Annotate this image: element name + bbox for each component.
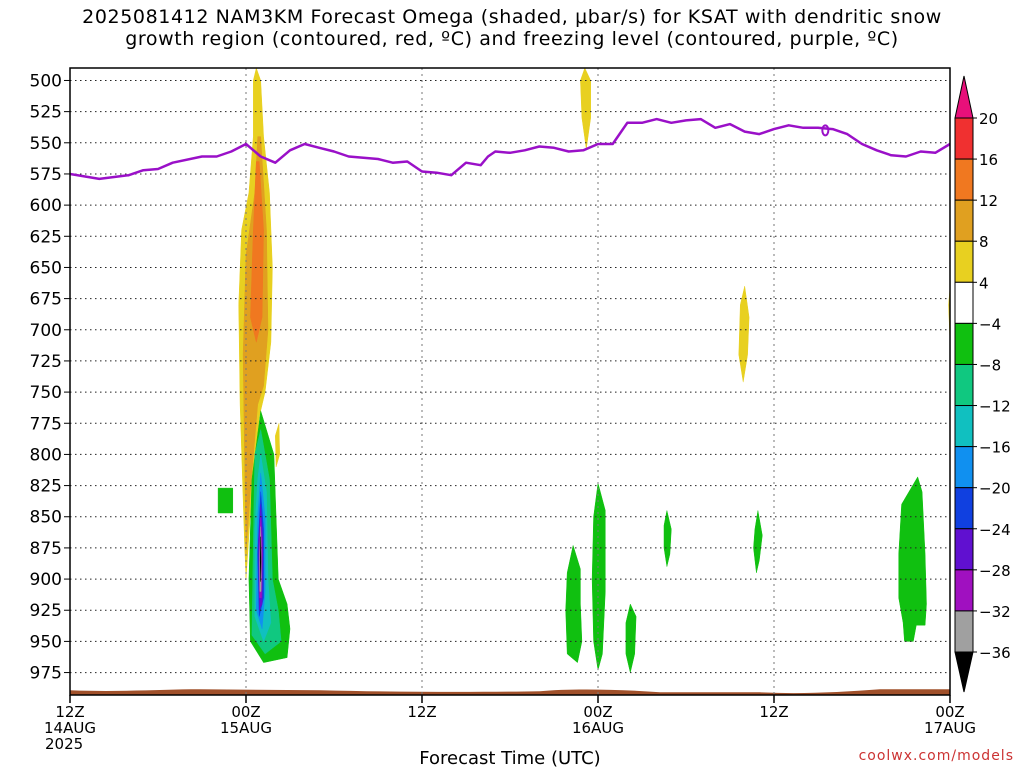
colorbar-label: −32	[979, 603, 1011, 621]
y-tick-label: 625	[30, 227, 62, 247]
x-tick-label: 00Z	[231, 703, 260, 721]
colorbar-label: −4	[979, 315, 1001, 333]
omega-region-2	[250, 161, 264, 343]
colorbar-segment	[954, 322, 974, 365]
y-tick-label: 650	[30, 258, 62, 278]
y-tick-label: 750	[30, 383, 62, 403]
terrain-layer	[70, 689, 950, 695]
colorbar-segment	[954, 117, 974, 160]
pressure-axis: 500 525 550 575 600 625 650 675 700 725 750 775 800 8…	[30, 71, 70, 684]
colorbar-label: −16	[979, 439, 1011, 457]
x-tick-label: 16AUG	[572, 719, 624, 737]
colorbar-segment	[954, 610, 974, 653]
x-axis-label: Forecast Time (UTC)	[419, 748, 600, 768]
colorbar-label: 12	[979, 192, 998, 210]
y-tick-label: 675	[30, 290, 62, 310]
omega-region-20	[625, 603, 637, 673]
y-tick-label: 550	[30, 134, 62, 154]
colorbar-label: −24	[979, 521, 1011, 539]
y-tick-label: 575	[30, 165, 62, 185]
colorbar-label: 4	[979, 274, 989, 292]
colorbar-label: −28	[979, 562, 1011, 580]
colorbar-label: −20	[979, 480, 1011, 498]
freezing-level-line	[70, 117, 950, 181]
y-tick-label: 725	[30, 352, 62, 372]
x-tick-label: 2025	[45, 735, 83, 753]
y-tick-label: 700	[30, 321, 62, 341]
colorbar-segment	[954, 405, 974, 448]
x-tick-label: 17AUG	[924, 719, 976, 737]
grid-lines	[69, 68, 951, 695]
x-tick-label: 00Z	[935, 703, 964, 721]
colorbar-segment	[954, 199, 974, 242]
y-tick-label: 525	[30, 103, 62, 123]
omega-region-16	[259, 536, 262, 582]
omega-region-7	[275, 423, 280, 467]
freezing-level-closed-contour	[821, 124, 830, 137]
colorbar-label: 20	[979, 110, 998, 128]
omega-region-21	[663, 510, 672, 567]
freezing-level-layer	[70, 117, 950, 181]
omega-shading	[217, 68, 950, 673]
colorbar-segment	[954, 281, 974, 324]
colorbar-segment	[954, 363, 974, 407]
omega-region-17	[217, 487, 234, 514]
colorbar-segment	[954, 528, 974, 571]
x-tick-label: 12Z	[759, 703, 788, 721]
y-tick-label: 775	[30, 414, 62, 434]
chart-title: 2025081412 NAM3KM Forecast Omega (shaded…	[0, 6, 1024, 50]
colorbar-segment	[954, 240, 974, 283]
y-tick-label: 875	[30, 539, 62, 559]
y-tick-label: 950	[30, 632, 62, 652]
colorbar-label: 8	[979, 233, 989, 251]
x-tick-label: 12Z	[407, 703, 436, 721]
omega-region-4	[738, 286, 750, 383]
colorbar-label: −8	[979, 356, 1001, 374]
y-tick-label: 825	[30, 477, 62, 497]
omega-region-19	[591, 483, 606, 671]
omega-region-23	[898, 476, 927, 642]
colorbar-segment	[954, 158, 974, 201]
y-tick-label: 600	[30, 196, 62, 216]
y-tick-label: 850	[30, 508, 62, 528]
plot-frame	[69, 67, 951, 696]
y-tick-label: 800	[30, 445, 62, 465]
title-line-2: growth region (contoured, red, ºC) and f…	[125, 28, 899, 50]
colorbar-segment	[954, 569, 974, 612]
y-tick-label: 500	[30, 71, 62, 91]
colorbar-label: 16	[979, 151, 998, 169]
x-tick-label: 12Z	[55, 703, 84, 721]
x-tick-label: 15AUG	[220, 719, 272, 737]
y-tick-label: 975	[30, 664, 62, 684]
colorbar-bottom-arrow	[954, 651, 974, 693]
x-tick-label: 00Z	[583, 703, 612, 721]
title-line-1: 2025081412 NAM3KM Forecast Omega (shaded…	[82, 6, 942, 28]
terrain-fill	[70, 689, 950, 695]
colorbar-segment	[954, 487, 974, 530]
colorbar-label: −12	[979, 398, 1011, 416]
credit-text: coolwx.com/models	[858, 748, 1014, 764]
colorbar-segment	[954, 446, 974, 489]
colorbar: 20 16 12 8 4 −4 −8 −12 −16 −20 −24 −28 −32 −36	[954, 75, 1011, 693]
x-tick-label: 14AUG	[44, 719, 96, 737]
omega-region-18	[565, 544, 583, 664]
omega-region-22	[753, 510, 763, 573]
colorbar-top-arrow	[954, 75, 974, 119]
y-tick-label: 900	[30, 570, 62, 590]
y-tick-label: 925	[30, 601, 62, 621]
colorbar-label: −36	[979, 644, 1011, 662]
